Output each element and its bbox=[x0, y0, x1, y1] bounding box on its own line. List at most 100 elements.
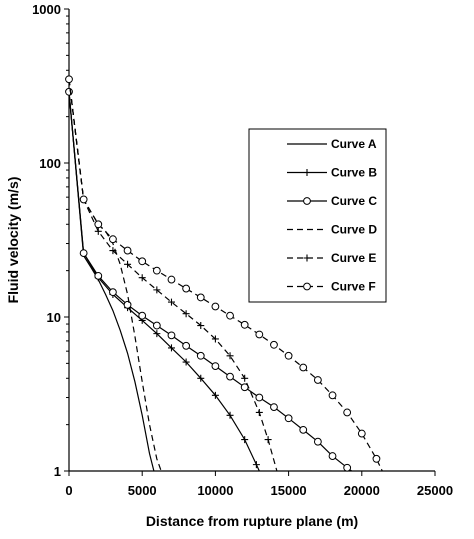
data-point-plus bbox=[124, 260, 132, 268]
x-tick-label: 0 bbox=[65, 483, 72, 498]
data-point-plus bbox=[226, 411, 234, 419]
series-line bbox=[68, 79, 278, 472]
data-point-plus bbox=[303, 169, 311, 176]
legend-label: Curve D bbox=[331, 223, 377, 237]
data-point-circle bbox=[343, 463, 352, 472]
data-point-circle bbox=[299, 363, 308, 372]
data-point-circle bbox=[167, 331, 176, 340]
data-point-circle bbox=[299, 425, 308, 434]
data-point-circle bbox=[303, 282, 311, 291]
data-point-plus bbox=[94, 227, 102, 235]
legend-item: Curve A bbox=[287, 137, 377, 151]
data-point-circle bbox=[270, 403, 278, 411]
data-point-plus bbox=[255, 408, 263, 416]
x-axis-title: Distance from rupture plane (m) bbox=[146, 513, 358, 529]
series-curve-f bbox=[65, 75, 383, 472]
y-axis-title: Fluid velocity (m/s) bbox=[5, 177, 21, 304]
legend-item: Curve C bbox=[287, 194, 377, 208]
data-point-circle bbox=[226, 311, 234, 320]
data-point-circle bbox=[109, 235, 117, 244]
y-tick-label: 1 bbox=[54, 464, 61, 479]
legend-label: Curve B bbox=[331, 166, 377, 180]
data-point-circle bbox=[79, 195, 88, 204]
data-point-plus bbox=[167, 298, 175, 306]
data-point-plus bbox=[241, 436, 249, 444]
data-point-circle bbox=[303, 197, 311, 205]
legend-label: Curve A bbox=[331, 137, 377, 151]
series-line bbox=[68, 91, 260, 472]
data-point-circle bbox=[255, 330, 264, 339]
data-point-circle bbox=[79, 249, 88, 257]
data-point-circle bbox=[313, 437, 322, 446]
data-point-circle bbox=[328, 391, 337, 400]
series-curve-d bbox=[68, 79, 162, 472]
data-point-plus bbox=[197, 322, 205, 330]
plot-area: 0 5000 10000 15000 20000 25000 1 10 100 1000 bbox=[32, 2, 453, 498]
data-point-circle bbox=[196, 293, 205, 302]
x-tick-label: 15000 bbox=[271, 483, 307, 498]
x-tick-label: 5000 bbox=[128, 483, 157, 498]
legend-item: Curve F bbox=[287, 280, 376, 294]
data-point-circle bbox=[167, 275, 176, 284]
data-point-circle bbox=[94, 271, 103, 280]
data-point-circle bbox=[372, 454, 381, 463]
data-point-plus bbox=[226, 352, 234, 360]
data-point-plus bbox=[109, 247, 117, 255]
data-point-circle bbox=[211, 362, 220, 370]
y-tick-label: 10 bbox=[47, 310, 61, 325]
data-point-circle bbox=[138, 257, 147, 266]
data-point-plus bbox=[167, 344, 175, 352]
data-point-circle bbox=[240, 320, 249, 329]
x-tick-label: 10000 bbox=[197, 483, 233, 498]
data-point-plus bbox=[211, 335, 219, 343]
data-point-plus bbox=[197, 374, 205, 382]
legend-label: Curve C bbox=[331, 194, 377, 208]
series-layer bbox=[65, 75, 383, 472]
data-point-plus bbox=[153, 286, 161, 294]
data-point-plus bbox=[211, 391, 219, 399]
legend-label: Curve E bbox=[331, 251, 376, 265]
legend-box bbox=[248, 128, 387, 303]
data-point-circle bbox=[313, 376, 322, 384]
data-point-circle bbox=[270, 340, 278, 349]
data-point-plus bbox=[153, 330, 161, 338]
series-line bbox=[68, 79, 162, 472]
data-point-plus bbox=[252, 461, 260, 469]
series-curve-c bbox=[65, 87, 352, 472]
data-point-circle bbox=[94, 220, 103, 229]
data-point-circle bbox=[284, 351, 293, 360]
legend-label: Curve F bbox=[331, 280, 376, 294]
data-point-circle bbox=[343, 408, 352, 417]
data-point-plus bbox=[138, 274, 146, 282]
data-point-circle bbox=[123, 300, 132, 309]
data-point-circle bbox=[182, 341, 191, 350]
data-point-circle bbox=[226, 372, 234, 381]
data-point-plus bbox=[303, 254, 311, 262]
data-point-plus bbox=[241, 374, 249, 382]
x-tick-label: 25000 bbox=[417, 483, 453, 498]
data-point-circle bbox=[182, 284, 191, 293]
series-curve-e bbox=[65, 75, 278, 472]
data-point-circle bbox=[255, 393, 264, 402]
series-curve-b bbox=[65, 88, 260, 472]
data-point-circle bbox=[357, 429, 366, 438]
data-point-circle bbox=[109, 288, 117, 297]
data-point-plus bbox=[264, 436, 272, 444]
legend: Curve A Curve B Curve C Curve D Curve E Curve… bbox=[248, 128, 387, 303]
legend-item: Curve B bbox=[287, 166, 377, 180]
data-point-circle bbox=[284, 414, 293, 423]
data-point-circle bbox=[65, 75, 73, 84]
series-curve-a bbox=[68, 91, 155, 472]
data-point-circle bbox=[152, 266, 161, 275]
data-point-circle bbox=[211, 302, 220, 311]
x-tick-label: 20000 bbox=[344, 483, 380, 498]
y-tick-label: 100 bbox=[39, 156, 61, 171]
data-point-circle bbox=[123, 246, 132, 255]
data-point-plus bbox=[182, 310, 190, 318]
series-line bbox=[68, 91, 155, 472]
legend-item: Curve D bbox=[287, 223, 377, 237]
data-point-circle bbox=[328, 452, 337, 460]
data-point-plus bbox=[182, 358, 190, 366]
legend-item: Curve E bbox=[287, 251, 376, 265]
